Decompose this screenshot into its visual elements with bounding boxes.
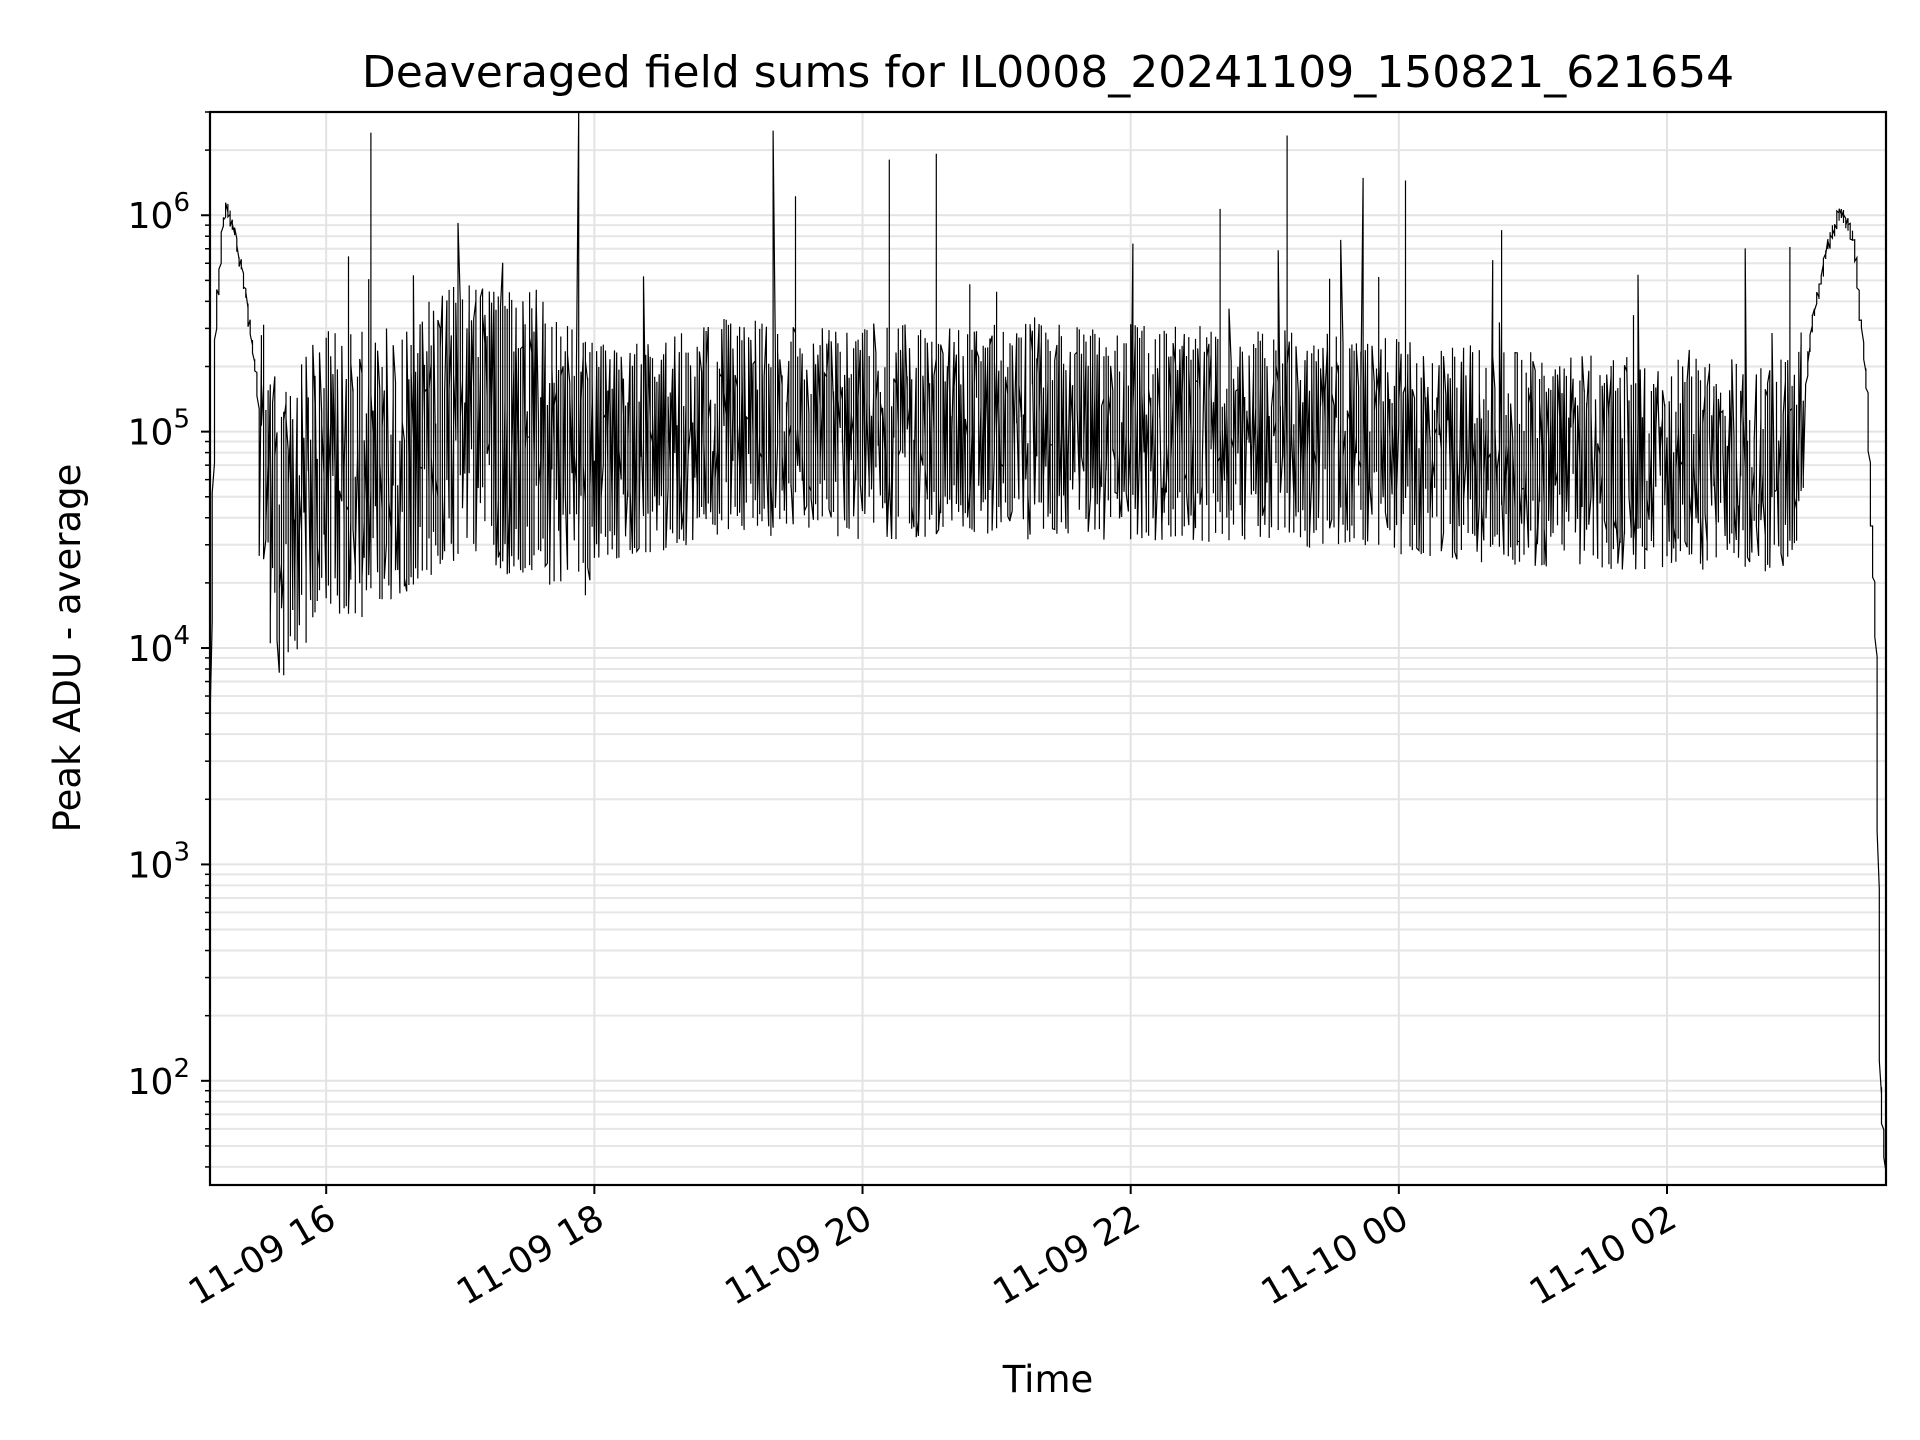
x-tick-label: 11-09 20	[718, 1197, 879, 1313]
x-tick-label: 11-10 02	[1523, 1197, 1684, 1313]
y-tick-label: 102	[128, 1054, 190, 1103]
y-tick-label: 104	[128, 621, 190, 670]
series-line	[209, 111, 1887, 1177]
grid	[210, 111, 1886, 1185]
y-axis-label: Peak ADU - average	[46, 464, 89, 833]
y-tick-label: 105	[128, 405, 190, 454]
x-tick-label: 11-09 16	[182, 1197, 343, 1313]
chart-title: Deaveraged field sums for IL0008_2024110…	[362, 47, 1734, 98]
x-tick-label: 11-09 22	[987, 1197, 1148, 1313]
x-tick-label: 11-10 00	[1255, 1197, 1416, 1313]
x-tick-label: 11-09 18	[450, 1197, 611, 1313]
y-tick-label: 106	[128, 188, 190, 237]
x-axis-label: Time	[1002, 1358, 1094, 1401]
y-tick-label: 103	[128, 837, 190, 886]
series-layer	[209, 111, 1887, 1177]
